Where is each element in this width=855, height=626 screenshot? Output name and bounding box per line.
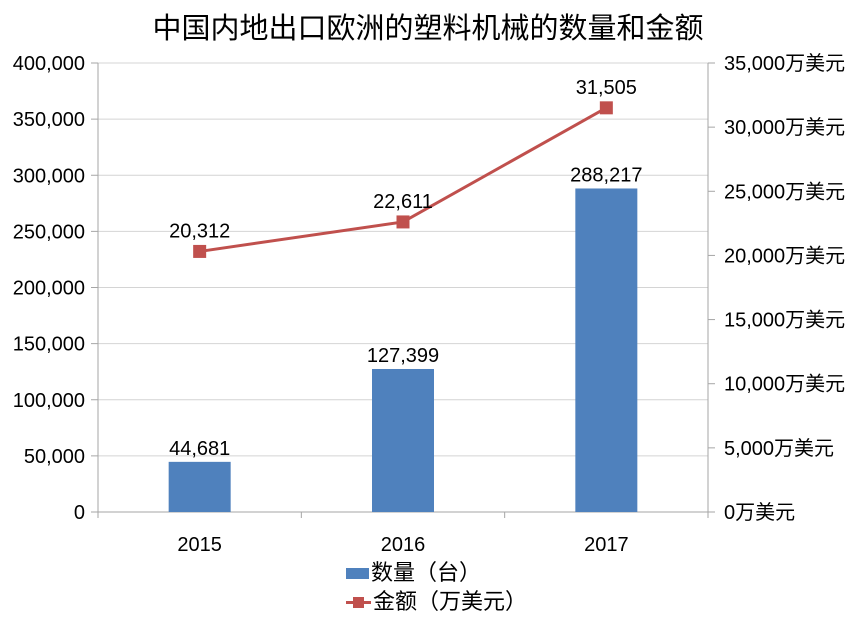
x-axis-category-label: 2015	[177, 534, 222, 556]
chart-legend: 数量（台） 金额（万美元）	[346, 561, 527, 614]
right-axis-tick-label: 5,000万美元	[724, 437, 834, 460]
left-axis-tick-label: 350,000	[13, 109, 85, 131]
line-value-label-2016: 22,611	[373, 191, 433, 213]
left-axis-tick-label: 150,000	[13, 334, 85, 356]
bar-2017	[575, 188, 638, 512]
left-axis-tick-label: 300,000	[13, 165, 85, 187]
line-marker-2017	[599, 101, 613, 115]
chart-title: 中国内地出口欧洲的塑料机械的数量和金额	[152, 13, 704, 45]
left-axis-tick-label: 250,000	[13, 221, 85, 243]
x-axis-category-label: 2016	[381, 534, 426, 556]
line-value-label-2015: 20,312	[169, 220, 230, 242]
line-value-label-2017: 31,505	[576, 77, 637, 99]
line-swatch-marker	[353, 596, 364, 608]
bar-value-label-2016: 127,399	[367, 345, 439, 367]
left-axis-tick-label: 400,000	[13, 53, 85, 75]
right-axis-tick-label: 25,000万美元	[724, 180, 845, 203]
right-axis-tick-label: 35,000万美元	[724, 52, 845, 75]
legend-label-amount: 金额（万美元）	[373, 589, 528, 614]
line-marker-2016	[396, 215, 410, 229]
left-axis-tick-label: 200,000	[13, 278, 85, 300]
bar-swatch-icon	[346, 567, 369, 579]
left-axis-tick-label: 0	[74, 502, 85, 524]
legend-label-quantity: 数量（台）	[371, 560, 482, 585]
bar-value-label-2015: 44,681	[169, 438, 230, 460]
bar-2016	[372, 368, 434, 512]
bar-value-label-2017: 288,217	[570, 164, 642, 186]
left-axis-tick-label: 50,000	[24, 446, 85, 468]
line-marker-2015	[193, 244, 207, 258]
legend-item-quantity: 数量（台）	[346, 561, 527, 585]
right-axis-tick-label: 10,000万美元	[724, 373, 845, 396]
amount-line	[199, 106, 608, 253]
bar-2015	[168, 461, 231, 512]
line-swatch-icon	[346, 596, 371, 608]
legend-item-amount: 金额（万美元）	[346, 590, 527, 614]
right-axis-tick-label: 20,000万美元	[724, 244, 845, 267]
x-axis-category-label: 2017	[584, 534, 629, 556]
right-axis-tick-label: 30,000万美元	[724, 116, 845, 139]
right-axis-tick-label: 15,000万美元	[724, 309, 845, 332]
left-axis-tick-label: 100,000	[13, 390, 85, 412]
right-axis-tick-label: 0万美元	[724, 501, 795, 524]
